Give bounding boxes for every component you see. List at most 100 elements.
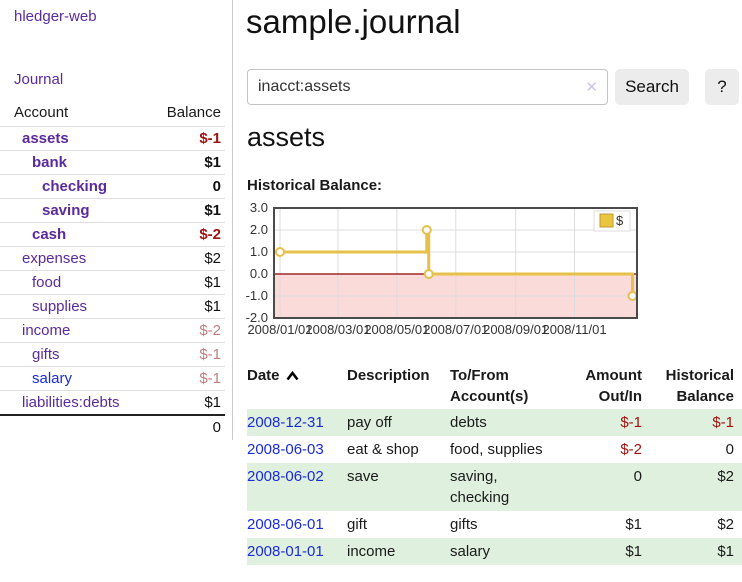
amount-column-header: Amount Out/In [585,367,642,405]
svg-text:2008/07/01: 2008/07/01 [423,322,488,337]
balance-column-header: Balance [166,104,221,121]
account-link-bank[interactable]: bank [32,154,68,171]
search-input-wrap: ✕ [247,69,608,105]
transaction-balance: $2 [717,468,734,485]
account-balance: $1 [151,150,225,175]
account-balance: $1 [151,294,225,319]
account-balance: $2 [151,246,225,271]
date-column-header[interactable]: Date [247,363,347,409]
accounts-table-header: Account Balance [0,100,225,127]
svg-text:-2.0: -2.0 [246,310,268,325]
transaction-balance: $-1 [712,414,734,431]
account-row: checking 0 [0,174,225,199]
accounts-column-header: To/From Account(s) [450,367,529,405]
account-row: food $1 [0,270,225,295]
account-row: income $-2 [0,318,225,343]
transaction-date-link[interactable]: 2008-06-01 [247,516,324,533]
register-header-row: Date Description To/From Account(s) Amou… [247,363,742,409]
account-link-expenses[interactable]: expenses [22,250,87,267]
description-column-header: Description [347,367,430,384]
transaction-description: income [347,543,396,560]
svg-text:$: $ [616,213,624,228]
svg-text:2008/05/01: 2008/05/01 [364,322,429,337]
transaction-date-link[interactable]: 2008-06-02 [247,468,324,485]
register-row: 2008-01-01 income salary $1 $1 [247,538,742,565]
svg-text:2.0: 2.0 [250,222,268,237]
transaction-date-link[interactable]: 2008-06-03 [247,441,324,458]
transaction-accounts: salary [450,543,491,560]
page-title: sample.journal [246,3,461,40]
account-link-checking[interactable]: checking [42,178,108,195]
app-brand-link[interactable]: hledger-web [14,8,97,25]
transaction-description: gift [347,516,368,533]
svg-text:-1.0: -1.0 [246,288,268,303]
balance-column-header: Historical Balance [665,367,734,405]
sidebar: hledger-web Journal Account Balance asse… [0,0,233,440]
register-row: 2008-06-02 save saving, checking 0 $2 [247,463,742,511]
sidebar-item-journal[interactable]: Journal [14,71,64,88]
register-row: 2008-12-31 pay off debts $-1 $-1 [247,409,742,436]
svg-text:1.0: 1.0 [250,244,268,259]
account-row: expenses $2 [0,246,225,271]
account-balance: $-1 [151,126,225,151]
account-link-food[interactable]: food [32,274,62,291]
transaction-amount: $1 [625,543,642,560]
account-balance: $-1 [151,366,225,391]
account-balance: $-2 [151,222,225,247]
transaction-accounts: gifts [450,516,478,533]
transaction-description: eat & shop [347,441,419,458]
account-row: assets $-1 [0,126,225,151]
accounts-total-row: 0 [0,414,225,439]
historical-balance-chart: 3.0 2.0 1.0 0.0 -1.0 -2.02008/01/012008/03/01… [246,201,638,337]
svg-text:2008/03/01: 2008/03/01 [305,322,370,337]
clear-search-icon[interactable]: ✕ [585,79,598,96]
help-button[interactable]: ? [705,69,739,105]
account-heading: assets [247,122,326,152]
account-link-assets[interactable]: assets [22,130,69,147]
account-link-supplies[interactable]: supplies [32,298,88,315]
transaction-description: pay off [347,414,392,431]
account-link-income[interactable]: income [22,322,71,339]
account-column-header: Account [14,104,69,121]
transaction-accounts: saving, checking [450,468,510,506]
register-row: 2008-06-03 eat & shop food, supplies $-2 0 [247,436,742,463]
transaction-accounts: debts [450,414,487,431]
svg-text:3.0: 3.0 [250,201,268,215]
search-input[interactable] [247,69,608,105]
register-row: 2008-06-01 gift gifts $1 $2 [247,511,742,538]
transaction-amount: $-2 [620,441,642,458]
account-row: bank $1 [0,150,225,175]
account-row: saving $1 [0,198,225,223]
transaction-date-link[interactable]: 2008-12-31 [247,414,324,431]
transaction-description: save [347,468,379,485]
transaction-balance: 0 [725,441,734,458]
account-row: salary $-1 [0,366,225,391]
transaction-accounts: food, supplies [450,441,543,458]
transaction-amount: $-1 [620,414,642,431]
account-row: supplies $1 [0,294,225,319]
chart-label: Historical Balance: [247,177,383,194]
account-link-cash[interactable]: cash [32,226,67,243]
svg-text:2008/11/01: 2008/11/01 [543,322,607,337]
account-balance: $-2 [151,318,225,343]
search-form: ✕ Search ? [247,69,739,105]
search-button[interactable]: Search [615,69,689,105]
transaction-date-link[interactable]: 2008-01-01 [247,543,324,560]
accounts-table: Account Balance assets $-1 bank $1 checking 0… [0,100,225,439]
accounts-total-value: 0 [151,414,225,439]
sort-ascending-chevron-up-icon [285,370,299,380]
transaction-amount: 0 [633,468,642,485]
register-table: Date Description To/From Account(s) Amou… [247,363,742,565]
svg-text:2008/01/01: 2008/01/01 [247,322,312,337]
account-link-liabilities-debts[interactable]: liabilities:debts [22,394,120,411]
account-balance: 0 [151,174,225,199]
account-link-gifts[interactable]: gifts [32,346,60,363]
account-link-salary[interactable]: salary [32,370,73,387]
transaction-balance: $2 [717,516,734,533]
account-row: gifts $-1 [0,342,225,367]
account-balance: $-1 [151,342,225,367]
account-balance: $1 [151,390,225,415]
transaction-amount: $1 [625,516,642,533]
account-link-saving[interactable]: saving [42,202,90,219]
account-row: liabilities:debts $1 [0,390,225,415]
